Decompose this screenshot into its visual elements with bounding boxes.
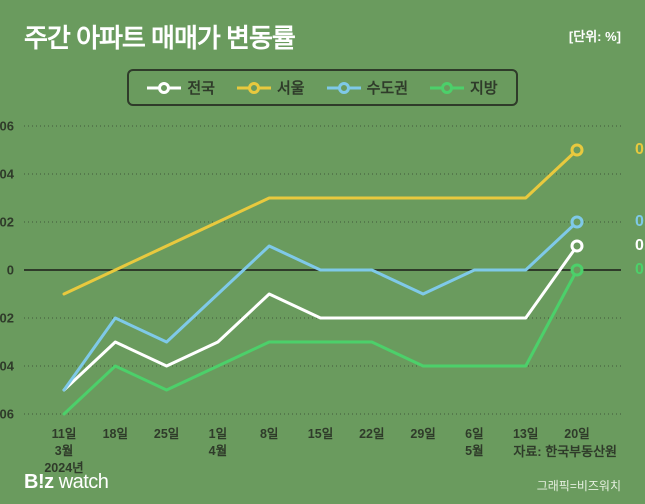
- x-axis-label: 8일: [260, 426, 278, 443]
- y-axis-label: 0.04: [0, 167, 18, 182]
- legend-label: 지방: [470, 77, 498, 98]
- source-text: 자료: 한국부동산원: [513, 441, 617, 460]
- legend-marker-icon: [430, 81, 464, 95]
- chart-area: 0.060.040.020-0.02-0.04-0.06 11일 3월 2024…: [24, 120, 621, 420]
- legend-label: 전국: [187, 77, 215, 98]
- legend-item: 수도권: [327, 77, 408, 98]
- series-end-label: 0: [627, 261, 644, 279]
- legend-marker-icon: [237, 81, 271, 95]
- x-axis-label: 1일 4월: [209, 426, 227, 460]
- y-axis-label: 0.02: [0, 215, 18, 230]
- chart-title: 주간 아파트 매매가 변동률: [24, 18, 295, 55]
- y-axis-label: 0.06: [0, 119, 18, 134]
- chart-unit: [단위: %]: [569, 26, 621, 45]
- credit: 그래픽=비즈워치: [537, 477, 621, 494]
- x-axis-label: 6일 5월: [465, 426, 483, 460]
- y-axis-label: -0.04: [0, 359, 18, 374]
- legend-item: 지방: [430, 77, 498, 98]
- legend-item: 서울: [237, 77, 305, 98]
- x-axis-label: 22일: [359, 426, 384, 443]
- series-end-label: 0.02: [627, 213, 645, 231]
- y-axis-label: -0.02: [0, 311, 18, 326]
- series-end-label: 0.01: [627, 237, 645, 255]
- y-axis-label: 0: [7, 263, 18, 278]
- line-chart: [24, 120, 621, 420]
- legend-item: 전국: [147, 77, 215, 98]
- x-axis-label: 18일: [103, 426, 128, 443]
- x-axis-label: 29일: [410, 426, 435, 443]
- legend-label: 수도권: [367, 77, 408, 98]
- legend-label: 서울: [277, 77, 305, 98]
- y-axis-label: -0.06: [0, 407, 18, 422]
- x-axis-label: 25일: [154, 426, 179, 443]
- x-axis-label: 15일: [308, 426, 333, 443]
- x-axis-label: 11일 3월 2024년: [44, 426, 83, 477]
- legend-marker-icon: [147, 81, 181, 95]
- series-end-label: 0.05: [627, 141, 645, 159]
- legend-marker-icon: [327, 81, 361, 95]
- logo: B!z watch: [24, 471, 108, 494]
- legend: 전국 서울 수도권 지방: [127, 69, 517, 106]
